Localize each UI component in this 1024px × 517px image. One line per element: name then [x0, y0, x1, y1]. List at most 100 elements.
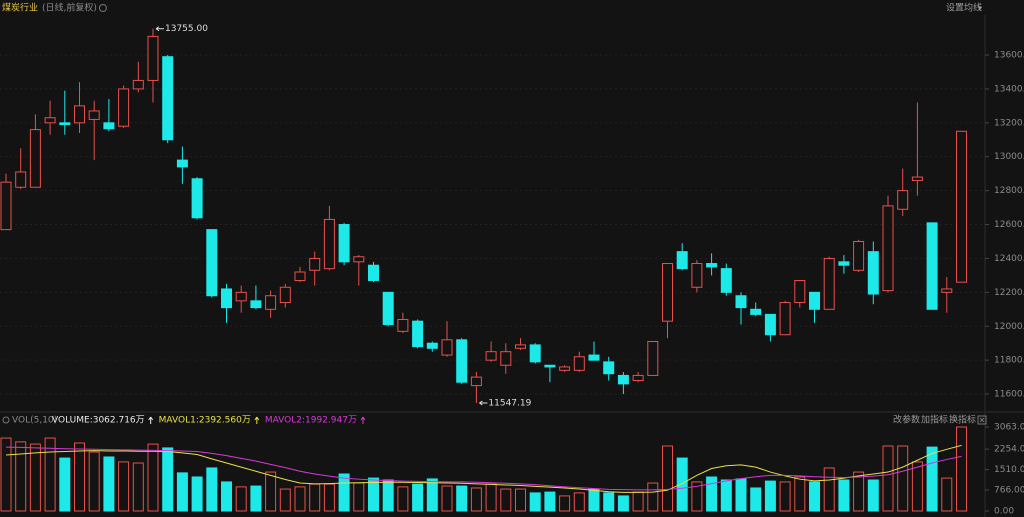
- volume-bar: [221, 481, 232, 512]
- y-tick-label: 13400.00: [994, 84, 1024, 94]
- volume-bar: [485, 483, 497, 512]
- candle-body: [662, 263, 673, 322]
- volume-bar: [676, 457, 688, 512]
- volume-bar: [118, 461, 130, 512]
- y-tick-label: 0.00: [994, 507, 1014, 517]
- volume-bar: [441, 485, 453, 512]
- ma-setting-button[interactable]: 设置均线: [946, 2, 982, 14]
- candle-body: [544, 364, 556, 368]
- candle-body: [162, 56, 174, 141]
- candle-body: [132, 79, 144, 90]
- y-tick-label: 13000.00: [994, 152, 1024, 162]
- candle-body: [647, 341, 659, 376]
- candle-body: [588, 354, 600, 361]
- candle-body: [103, 122, 115, 130]
- candle-body: [44, 117, 56, 124]
- y-tick-label: 12400.00: [994, 254, 1024, 264]
- candle-body: [338, 224, 350, 263]
- candle-body: [147, 35, 159, 81]
- volume-bar: [956, 426, 967, 512]
- candle-body: [632, 374, 644, 382]
- volume-bar: [0, 437, 12, 512]
- candle-body: [838, 261, 850, 266]
- volume-bar: [235, 486, 247, 512]
- volume-bar: [382, 479, 394, 512]
- volume-bar: [853, 471, 865, 512]
- volume-bar: [132, 462, 144, 512]
- volume-bar: [191, 476, 203, 512]
- volume-bar: [353, 482, 365, 512]
- candle-body: [382, 291, 394, 326]
- legend: VOLUME:3062.716万 MAVOL1:2392.560万 MAVOL2:1…: [52, 416, 366, 426]
- y-tick-label: 12000.00: [994, 322, 1024, 332]
- volume-bar: [279, 488, 291, 512]
- volume-bar: [470, 487, 482, 512]
- volume-bar: [809, 481, 820, 512]
- annotation-arrow: [479, 400, 488, 406]
- candle-body: [353, 256, 365, 263]
- volume-bar: [838, 479, 850, 512]
- volume-bar: [573, 492, 585, 512]
- candle-body: [603, 361, 615, 375]
- dropdown-caret: [978, 7, 982, 10]
- candle-body: [88, 110, 100, 120]
- volume-bar: [338, 473, 350, 512]
- volume-bar: [779, 481, 791, 512]
- y-tick-label: 13600.00: [994, 51, 1024, 61]
- candle-body: [676, 251, 688, 270]
- chart-title: 煤炭行业: [2, 2, 38, 14]
- annotation-label: 13755.00: [165, 24, 208, 34]
- volume-bar: [206, 467, 218, 512]
- volume-bar: [397, 486, 409, 512]
- volume-bar: [588, 488, 600, 512]
- indicator-icon: [2, 416, 10, 424]
- y-tick-label: 11600.00: [994, 390, 1024, 400]
- candle-body: [706, 263, 718, 268]
- volume-bar: [794, 476, 806, 512]
- settings-icon[interactable]: [98, 4, 107, 12]
- candle-body: [691, 263, 703, 288]
- legend-entry: MAVOL1:2392.560万: [159, 416, 251, 426]
- y-tick-label: 13200.00: [994, 118, 1024, 128]
- y-tick-label: 766.00: [994, 485, 1024, 495]
- volume-bar: [162, 447, 174, 512]
- candle-body: [867, 251, 879, 295]
- toolbar-button[interactable]: 改参数: [893, 414, 920, 426]
- volume-bar: [412, 483, 424, 512]
- volume-bar: [323, 483, 335, 512]
- close-button[interactable]: [977, 415, 987, 425]
- close-icon: [979, 417, 985, 423]
- volume-bar: [882, 445, 894, 512]
- candle-body: [441, 339, 453, 356]
- legend-arrow: [360, 416, 366, 424]
- candle-body: [764, 313, 776, 336]
- candle-body: [323, 218, 335, 270]
- y-tick-label: 12200.00: [994, 288, 1024, 298]
- candle-body: [941, 288, 953, 293]
- ma-line: [5, 444, 962, 493]
- volume-bar: [44, 437, 56, 512]
- volume-bar: [735, 478, 747, 512]
- candle-body: [176, 159, 188, 168]
- volume-bar: [691, 481, 703, 512]
- candle-body: [809, 291, 820, 310]
- candle-body: [853, 240, 865, 271]
- candle-body: [515, 344, 526, 349]
- volume-bar: [88, 451, 100, 512]
- volume-bar: [662, 445, 673, 512]
- candle-body: [456, 339, 468, 383]
- candle-body: [559, 366, 571, 371]
- candle-body: [897, 190, 909, 210]
- toolbar-button[interactable]: 加指标: [921, 414, 948, 426]
- volume-bar: [544, 491, 556, 512]
- volume-bar: [176, 472, 188, 512]
- candle-body: [235, 291, 247, 302]
- candle-body: [750, 308, 762, 315]
- volume-bar: [926, 446, 938, 512]
- toolbar-button[interactable]: 换指标: [949, 414, 976, 426]
- candle-body: [720, 268, 732, 293]
- candle-body: [265, 295, 277, 310]
- volume-bar: [706, 476, 718, 512]
- candle-body: [59, 122, 71, 126]
